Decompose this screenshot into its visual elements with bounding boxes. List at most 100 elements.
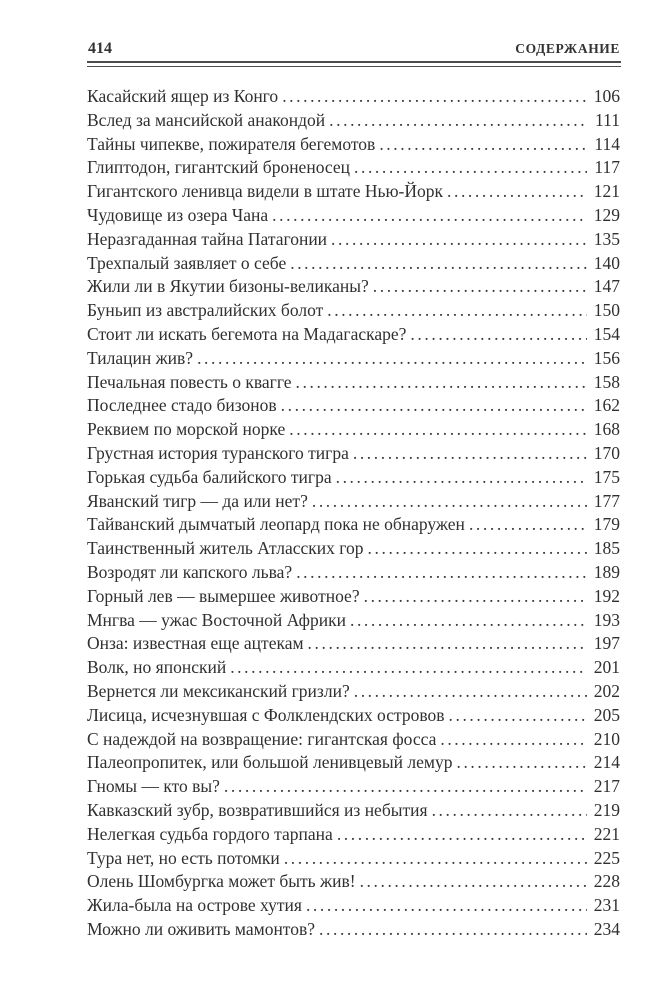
toc-entry-title: Палеопропитек, или большой ленивцевый ле… xyxy=(87,752,453,773)
toc-entry-title: Жили ли в Якутии бизоны-великаны? xyxy=(87,276,369,297)
dot-leader xyxy=(379,133,587,157)
toc-entry-title: Онза: известная еще ацтекам xyxy=(87,633,304,654)
page-header: 414 СОДЕРЖАНИЕ xyxy=(88,40,620,58)
dot-leader xyxy=(197,347,587,371)
toc-entry: Мнгва — ужас Восточной Африки 193 xyxy=(87,609,620,633)
toc-entry-title: Гигантского ленивца видели в штате Нью-Й… xyxy=(87,181,443,202)
dot-leader xyxy=(331,228,587,252)
toc-entry-page: 217 xyxy=(593,776,620,797)
toc-entry-page: 175 xyxy=(593,466,620,487)
toc-entry-title: Стоит ли искать бегемота на Мадагаскаре? xyxy=(87,323,407,344)
toc-entry-page: 156 xyxy=(593,347,620,368)
toc-entry: Реквием по морской норке 168 xyxy=(87,418,620,442)
toc-entry: Горькая судьба балийского тигра 175 xyxy=(87,466,620,490)
toc-entry: Последнее стадо бизонов 162 xyxy=(87,394,620,418)
toc-entry: Тура нет, но есть потомки 225 xyxy=(87,847,620,871)
toc-entry-title: Горный лев — вымершее животное? xyxy=(87,585,360,606)
dot-leader xyxy=(327,299,587,323)
toc-entry-title: Возродят ли капского льва? xyxy=(87,561,293,582)
dot-leader xyxy=(456,751,587,775)
toc-entry-page: 228 xyxy=(593,871,620,892)
toc-entry-page: 147 xyxy=(593,276,620,297)
toc-entry-title: Неразгаданная тайна Патагонии xyxy=(87,228,328,249)
dot-leader xyxy=(440,728,587,752)
toc-entry-title: Кавказский зубр, возвратившийся из небыт… xyxy=(87,799,428,820)
toc-entry: Трехпалый заявляет о себе 140 xyxy=(87,252,620,276)
toc-entry-page: 106 xyxy=(593,86,620,106)
dot-leader xyxy=(230,656,587,680)
toc-entry-page: 192 xyxy=(593,585,620,606)
toc-entry-page: 201 xyxy=(593,657,620,678)
running-title: СОДЕРЖАНИЕ xyxy=(515,41,620,56)
toc-entry-title: Буньип из австралийских болот xyxy=(87,300,324,321)
toc-entry-page: 231 xyxy=(593,895,620,916)
toc-entry: Тайванский дымчатый леопард пока не обна… xyxy=(87,513,620,537)
toc-entry-page: 162 xyxy=(593,395,620,416)
toc-entry: Тилацин жив? 156 xyxy=(87,347,620,371)
header-rule xyxy=(87,61,621,67)
toc-entry-title: Таинственный житель Атласских гор xyxy=(87,538,364,559)
toc-entry-page: 202 xyxy=(593,680,620,701)
dot-leader xyxy=(272,204,587,228)
toc-entry-title: Вернется ли мексиканский гризли? xyxy=(87,680,350,701)
toc-entry-title: Грустная история туранского тигра xyxy=(87,442,349,463)
dot-leader xyxy=(306,894,587,918)
toc-entry-page: 117 xyxy=(594,157,620,178)
toc-entry-title: Тайны чипекве, пожирателя бегемотов xyxy=(87,133,376,154)
toc-entry-title: Тайванский дымчатый леопард пока не обна… xyxy=(87,514,465,535)
page-number: 414 xyxy=(88,40,112,57)
toc-entry: Глиптодон, гигантский броненосец 117 xyxy=(87,156,620,180)
toc-entry: Яванский тигр — да или нет? 177 xyxy=(87,490,620,514)
toc-entry: Онза: известная еще ацтекам 197 xyxy=(87,632,620,656)
dot-leader xyxy=(308,632,587,656)
toc-entry: Можно ли оживить мамонтов? 234 xyxy=(87,918,620,942)
toc-entry-page: 168 xyxy=(593,419,620,440)
toc-entry: Неразгаданная тайна Патагонии 135 xyxy=(87,228,620,252)
dot-leader xyxy=(284,847,587,871)
toc-entry-title: Печальная повесть о квагге xyxy=(87,371,292,392)
toc-entry: Возродят ли капского льва? 189 xyxy=(87,561,620,585)
toc-entry: Грустная история туранского тигра 170 xyxy=(87,442,620,466)
toc-entry-page: 135 xyxy=(593,228,620,249)
toc-entry-page: 214 xyxy=(593,752,620,773)
toc-entry-page: 234 xyxy=(593,918,620,939)
toc-entry-page: 179 xyxy=(593,514,620,535)
toc-entry-page: 111 xyxy=(595,109,620,130)
toc-entry: Касайский ящер из Конго 106 xyxy=(87,85,620,109)
toc-entry: Вслед за мансийской анакондой 111 xyxy=(87,109,620,133)
toc-entry: Печальная повесть о квагге 158 xyxy=(87,371,620,395)
toc-entry: Кавказский зубр, возвратившийся из небыт… xyxy=(87,799,620,823)
toc-entry-title: Мнгва — ужас Восточной Африки xyxy=(87,609,346,630)
toc-entry-title: Последнее стадо бизонов xyxy=(87,395,277,416)
dot-leader xyxy=(364,585,587,609)
toc-entry-page: 219 xyxy=(593,799,620,820)
toc-entry-title: Жила-была на острове хутия xyxy=(87,895,302,916)
dot-leader xyxy=(447,180,587,204)
toc-entry-page: 185 xyxy=(593,538,620,559)
toc-entry-title: Гномы — кто вы? xyxy=(87,776,220,797)
toc-entry-title: Волк, но японский xyxy=(87,657,227,678)
toc-entry-title: Чудовище из озера Чана xyxy=(87,204,269,225)
toc-entry: Таинственный житель Атласских гор 185 xyxy=(87,537,620,561)
dot-leader xyxy=(281,394,587,418)
toc-entry-page: 221 xyxy=(593,823,620,844)
toc-entry: Олень Шомбургка может быть жив! 228 xyxy=(87,870,620,894)
dot-leader xyxy=(350,609,587,633)
dot-leader xyxy=(469,513,587,537)
toc-entry: С надеждой на возвращение: гигантская фо… xyxy=(87,728,620,752)
toc-entry-page: 114 xyxy=(594,133,620,154)
toc-entry-page: 170 xyxy=(593,442,620,463)
toc-entry: Гномы — кто вы? 217 xyxy=(87,775,620,799)
toc-entry: Нелегкая судьба гордого тарпана 221 xyxy=(87,823,620,847)
toc-entry-page: 158 xyxy=(593,371,620,392)
toc-entry: Жила-была на острове хутия 231 xyxy=(87,894,620,918)
toc-entry: Лисица, исчезнувшая с Фолклендских остро… xyxy=(87,704,620,728)
toc-entry: Горный лев — вымершее животное? 192 xyxy=(87,585,620,609)
dot-leader xyxy=(368,537,587,561)
dot-leader xyxy=(337,823,587,847)
toc-entry-title: Вслед за мансийской анакондой xyxy=(87,109,326,130)
toc-list: Касайский ящер из Конго 106 Вслед за манси… xyxy=(87,85,620,942)
dot-leader xyxy=(432,799,587,823)
toc-entry-page: 177 xyxy=(593,490,620,511)
